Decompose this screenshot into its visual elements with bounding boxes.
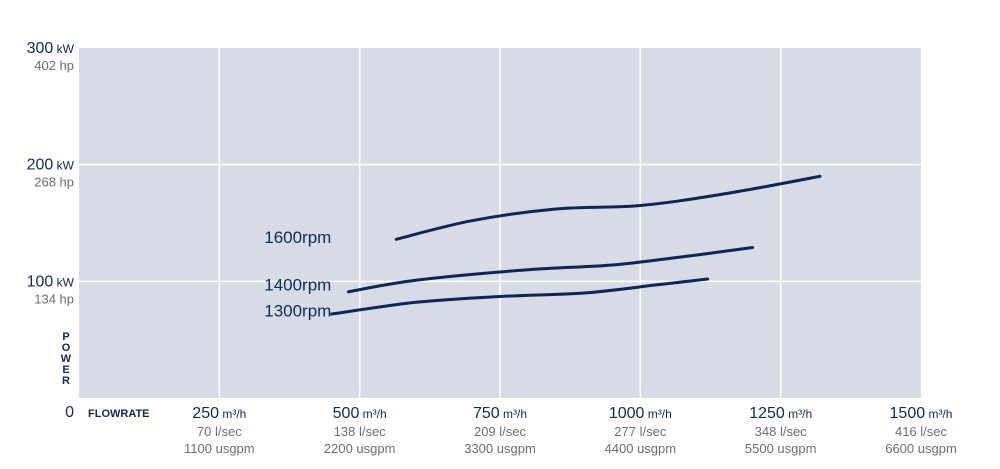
x-axis-label: FLOWRATE xyxy=(88,408,150,420)
grid xyxy=(79,48,921,398)
x-tick-alt2-500: 2200 usgpm xyxy=(324,441,396,456)
x-tick-label-1250: 1250 m³/h xyxy=(749,405,812,422)
y-tick-alt-300: 402 hp xyxy=(34,58,74,73)
x-tick-alt1-750: 209 l/sec xyxy=(474,424,527,439)
curve-1400rpm xyxy=(346,246,755,294)
x-tick-label-1000: 1000 m³/h xyxy=(609,405,672,422)
x-tick-alt2-250: 1100 usgpm xyxy=(184,441,255,456)
x-tick-label-250: 250 m³/h xyxy=(192,405,246,422)
x-tick-label-500: 500 m³/h xyxy=(333,405,387,422)
y-tick-label-300: 300 kW xyxy=(27,40,75,57)
x-tick-label-750: 750 m³/h xyxy=(473,405,527,422)
x-tick-alt1-1500: 416 l/sec xyxy=(895,424,948,439)
x-tick-alt1-1000: 277 l/sec xyxy=(614,424,667,439)
curve-1600rpm xyxy=(394,174,822,241)
series-label-1600rpm: 1600rpm xyxy=(264,228,331,247)
y-tick-alt-200: 268 hp xyxy=(34,175,74,190)
curve-1300rpm xyxy=(330,277,710,316)
x-tick-alt2-1250: 5500 usgpm xyxy=(745,441,817,456)
x-tick-alt2-1500: 6600 usgpm xyxy=(885,441,957,456)
x-tick-alt1-1250: 348 l/sec xyxy=(755,424,808,439)
x-tick-alt2-1000: 4400 usgpm xyxy=(605,441,677,456)
x-tick-label-1500: 1500 m³/h xyxy=(890,405,953,422)
series-label-1400rpm: 1400rpm xyxy=(264,276,331,295)
power-curves xyxy=(330,174,822,316)
y-tick-alt-100: 134 hp xyxy=(34,291,74,306)
x-tick-alt2-750: 3300 usgpm xyxy=(464,441,536,456)
y-tick-label-100: 100 kW xyxy=(27,273,75,290)
y-tick-label-200: 200 kW xyxy=(27,157,75,174)
axis-labels: 250 m³/h 70 l/sec 1100 usgpm 500 m³/h 138 l/… xyxy=(27,40,957,456)
x-tick-alt1-500: 138 l/sec xyxy=(334,424,387,439)
x-tick-alt1-250: 70 l/sec xyxy=(197,424,242,439)
origin-label: 0 xyxy=(65,404,74,421)
series-label-1300rpm: 1300rpm xyxy=(264,301,331,320)
